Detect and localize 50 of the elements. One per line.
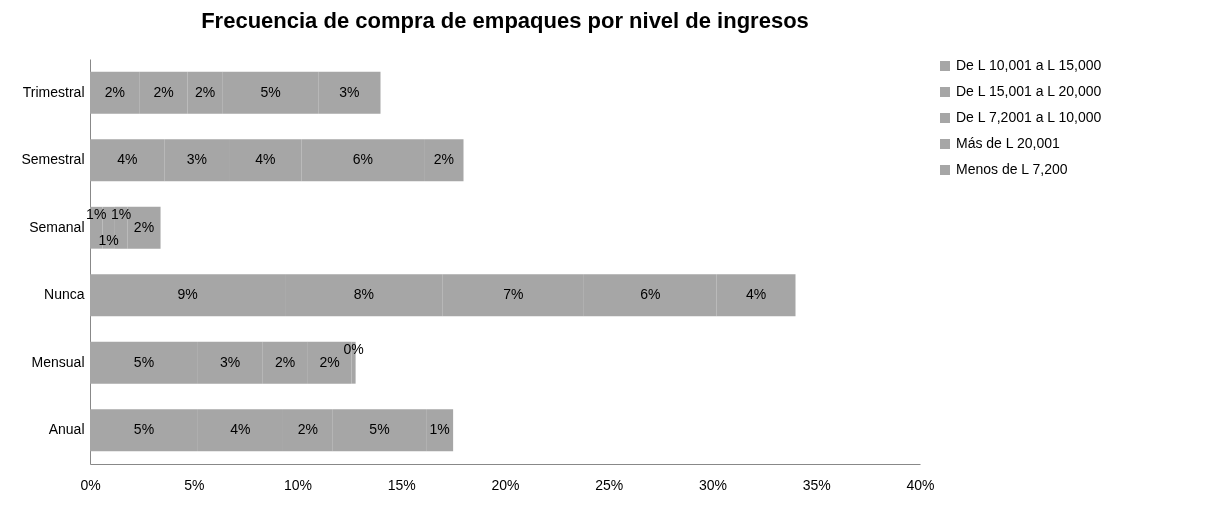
data-label: 8% bbox=[353, 286, 375, 303]
x-tick-label: 10% bbox=[283, 476, 313, 493]
y-tick-label: Semanal bbox=[29, 218, 85, 235]
x-tick-label: 5% bbox=[184, 476, 205, 493]
x-tick-label: 0% bbox=[80, 476, 101, 493]
x-tick-label: 25% bbox=[595, 476, 624, 493]
data-label: 2% bbox=[133, 218, 155, 235]
y-tick-label: Nunca bbox=[44, 286, 85, 303]
data-label: 2% bbox=[297, 421, 318, 438]
data-label: 3% bbox=[186, 151, 207, 168]
data-label: 5% bbox=[260, 83, 281, 100]
data-label: 3% bbox=[219, 353, 241, 370]
data-label: 4% bbox=[230, 421, 251, 438]
data-label: 3% bbox=[339, 83, 360, 100]
y-tick-label: Semestral bbox=[21, 151, 85, 168]
data-label: 1% bbox=[86, 205, 107, 222]
y-tick-label: Mensual bbox=[31, 353, 85, 370]
data-label: 9% bbox=[177, 286, 198, 303]
data-label: 1% bbox=[111, 205, 132, 222]
legend-label: Más de L 20,001 bbox=[956, 135, 1060, 151]
data-label: 4% bbox=[745, 286, 767, 303]
data-label: 2% bbox=[274, 353, 296, 370]
data-label: 2% bbox=[104, 83, 126, 100]
data-label: 5% bbox=[133, 421, 155, 438]
data-label: 7% bbox=[503, 286, 524, 303]
legend-label: De L 15,001 a L 20,000 bbox=[956, 83, 1102, 99]
data-label: 2% bbox=[433, 151, 454, 168]
x-tick-label: 20% bbox=[491, 476, 520, 493]
y-tick-label: Anual bbox=[48, 421, 85, 438]
legend-label: De L 10,001 a L 15,000 bbox=[956, 57, 1102, 73]
y-tick-label: Trimestral bbox=[22, 83, 85, 100]
x-tick-label: 40% bbox=[906, 476, 935, 493]
data-label: 4% bbox=[117, 151, 138, 168]
x-tick-label: 30% bbox=[698, 476, 728, 493]
data-label: 5% bbox=[133, 353, 155, 370]
data-label: 1% bbox=[429, 421, 450, 438]
data-label: 6% bbox=[640, 286, 661, 303]
data-label: 1% bbox=[98, 231, 119, 248]
data-label: 6% bbox=[352, 151, 373, 168]
data-label: 4% bbox=[255, 151, 276, 168]
data-label: 0% bbox=[343, 340, 364, 357]
x-tick-label: 35% bbox=[802, 476, 831, 493]
x-tick-label: 15% bbox=[387, 476, 416, 493]
legend-label: De L 7,2001 a L 10,000 bbox=[956, 109, 1102, 125]
data-label: 2% bbox=[153, 83, 174, 100]
data-label: 5% bbox=[369, 421, 390, 438]
data-label: 2% bbox=[195, 83, 216, 100]
chart-title: Frecuencia de compra de empaques por nivel de ingresos bbox=[201, 8, 809, 33]
data-label: 2% bbox=[319, 353, 340, 370]
legend-label: Menos de L 7,200 bbox=[956, 161, 1068, 177]
